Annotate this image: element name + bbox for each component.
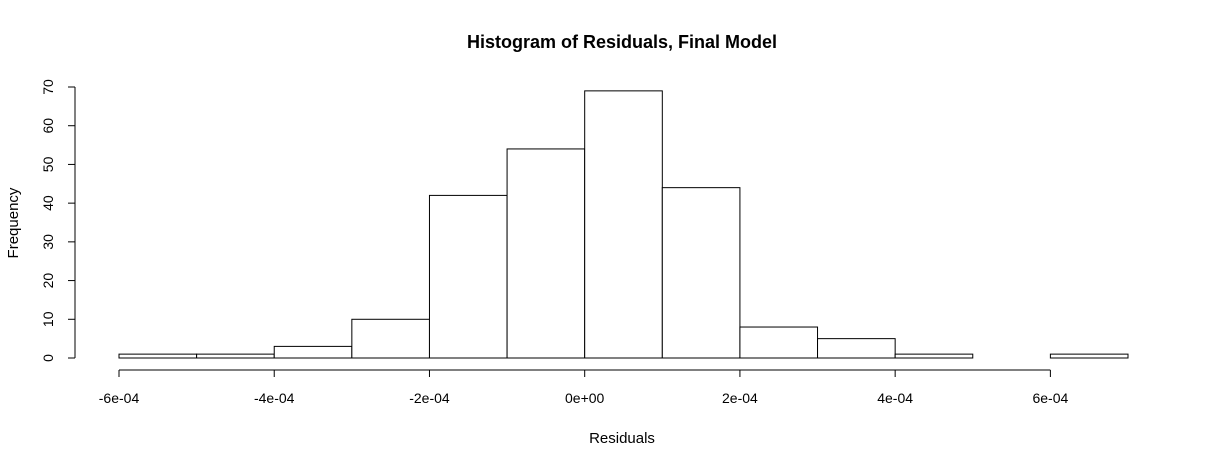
histogram-bar <box>817 338 896 359</box>
histogram-bar <box>1049 353 1129 359</box>
y-tick-label: 0 <box>40 354 56 362</box>
x-tick-label: 4e-04 <box>877 390 913 406</box>
x-axis: -6e-04 -4e-04 -2e-04 0e+00 2e-04 4e-04 6e-04 <box>99 369 1068 406</box>
histogram-bar <box>584 90 663 359</box>
x-axis-label: Residuals <box>589 430 655 447</box>
x-tick-label: -6e-04 <box>99 390 140 406</box>
histogram-bar <box>506 148 586 359</box>
histogram-bar <box>894 353 974 359</box>
y-tick-label: 10 <box>40 311 56 327</box>
histogram-bar <box>739 326 819 359</box>
histogram-bar <box>351 318 430 359</box>
y-axis-label: Frequency <box>5 187 22 258</box>
histogram-bar <box>196 353 275 359</box>
y-tick-label: 40 <box>40 195 56 211</box>
x-tick-label: -2e-04 <box>409 390 450 406</box>
y-tick-label: 50 <box>40 156 56 172</box>
histogram-bar <box>661 187 741 359</box>
x-tick-label: 2e-04 <box>722 390 758 406</box>
histogram-bar <box>118 353 198 359</box>
x-tick-label: 6e-04 <box>1032 390 1068 406</box>
y-tick-label: 70 <box>40 79 56 95</box>
x-tick-label: -4e-04 <box>254 390 295 406</box>
y-tick-label: 20 <box>40 273 56 289</box>
histogram-bar <box>273 345 353 359</box>
y-axis: 0 10 20 30 40 50 60 70 <box>40 79 76 362</box>
histogram-bar <box>428 194 508 359</box>
chart-title: Histogram of Residuals, Final Model <box>467 32 777 52</box>
x-tick-label: 0e+00 <box>565 390 605 406</box>
y-tick-label: 30 <box>40 234 56 250</box>
y-tick-label: 60 <box>40 118 56 134</box>
bars-group <box>118 90 1129 359</box>
